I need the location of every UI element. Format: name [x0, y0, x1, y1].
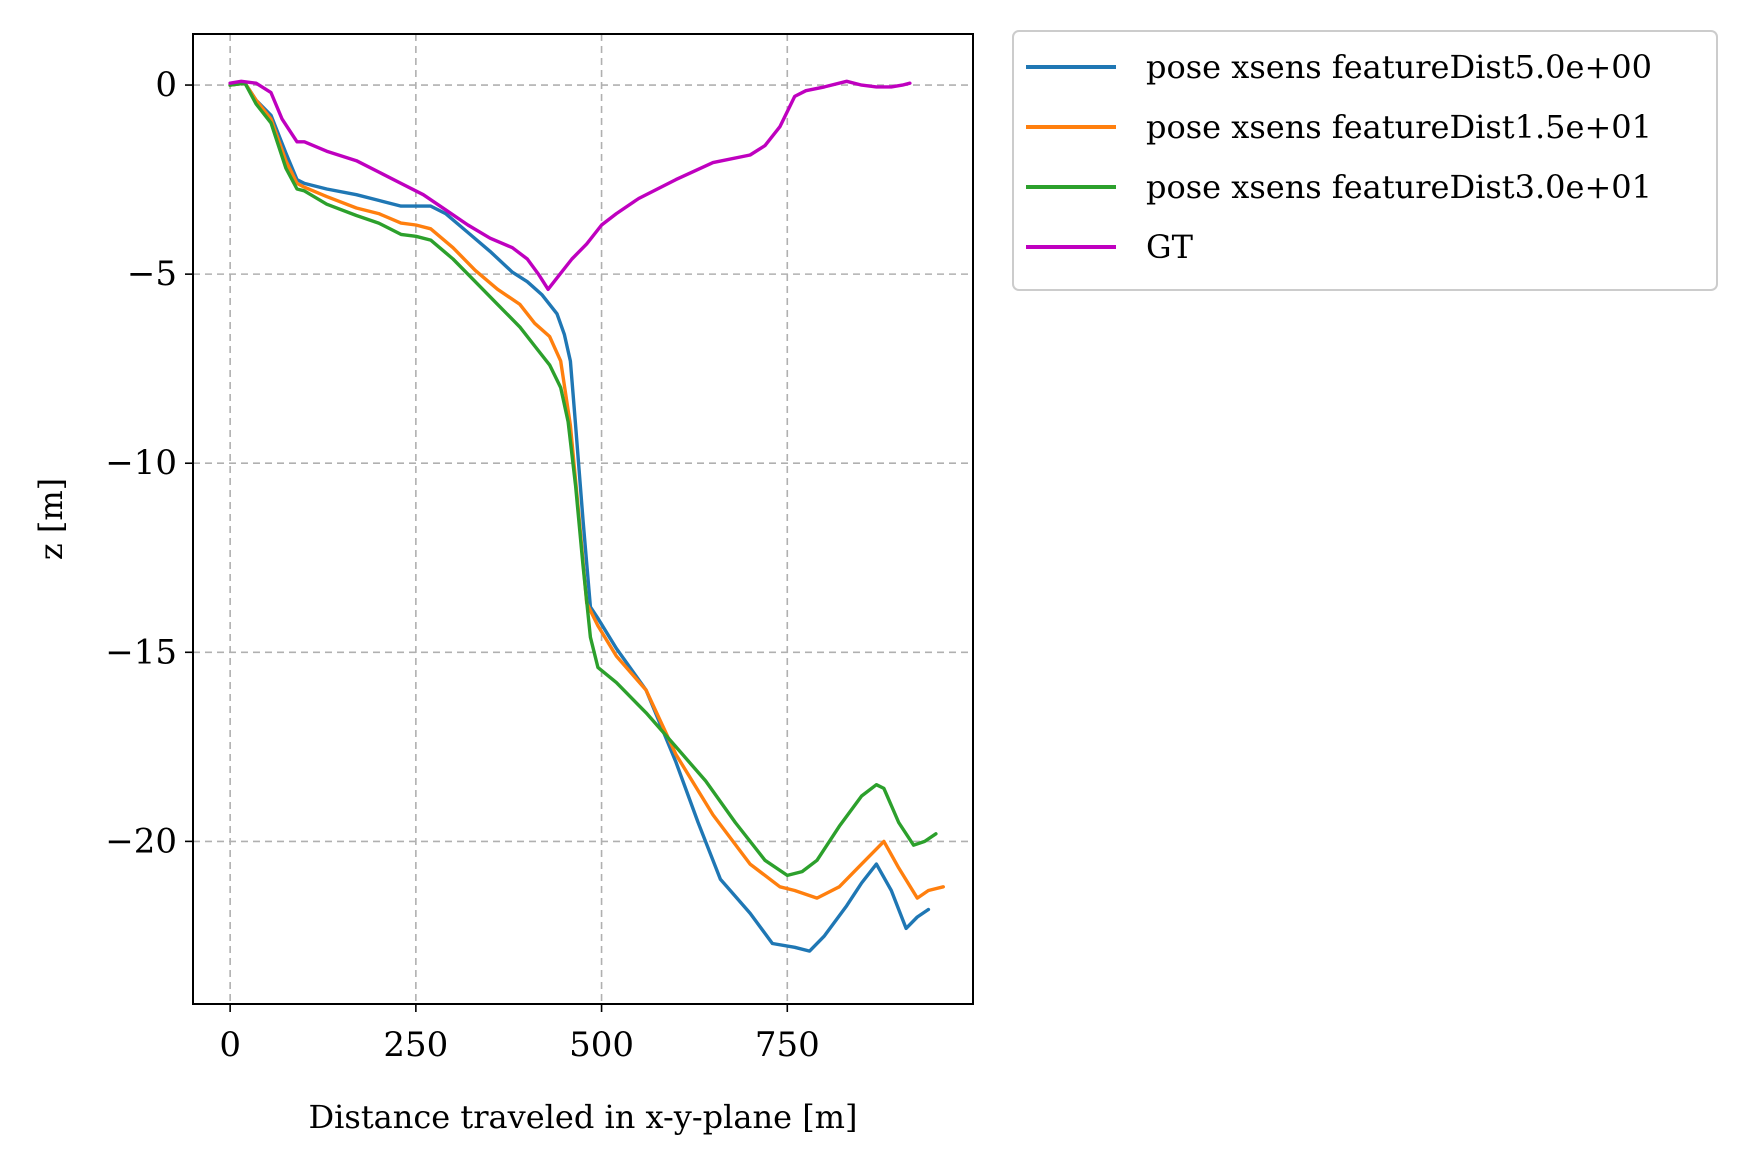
x-tick-label: 0	[219, 1025, 241, 1065]
y-tick-label: −10	[105, 443, 177, 483]
y-tick-label: 0	[155, 65, 177, 105]
axis-ticks: 0 250 500 750 0 −5 −10 −15 −20	[105, 65, 820, 1065]
series-line-3	[228, 81, 938, 878]
x-tick-label: 750	[755, 1025, 820, 1065]
x-tick-label: 250	[383, 1025, 448, 1065]
legend-label-3: pose xsens featureDist3.0e+01	[1146, 168, 1652, 206]
y-tick-label: −20	[105, 821, 177, 861]
series-line-4	[228, 79, 912, 291]
series-line-2	[228, 81, 945, 900]
x-tick-label: 500	[569, 1025, 634, 1065]
legend-label-2: pose xsens featureDist1.5e+01	[1146, 108, 1652, 146]
x-axis-label: Distance traveled in x-y-plane [m]	[309, 1098, 858, 1136]
series-line-1	[228, 81, 931, 953]
series-lines	[228, 79, 945, 953]
legend: pose xsens featureDist5.0e+00 pose xsens …	[1012, 30, 1718, 291]
legend-label-4: GT	[1146, 228, 1194, 266]
plot-area-frame	[192, 33, 974, 1005]
grid	[193, 34, 973, 1004]
legend-label-1: pose xsens featureDist5.0e+00	[1146, 48, 1652, 86]
y-tick-label: −15	[105, 632, 177, 672]
legend-frame	[1012, 30, 1718, 291]
y-tick-label: −5	[127, 254, 177, 294]
y-axis-label: z [m]	[32, 478, 70, 560]
